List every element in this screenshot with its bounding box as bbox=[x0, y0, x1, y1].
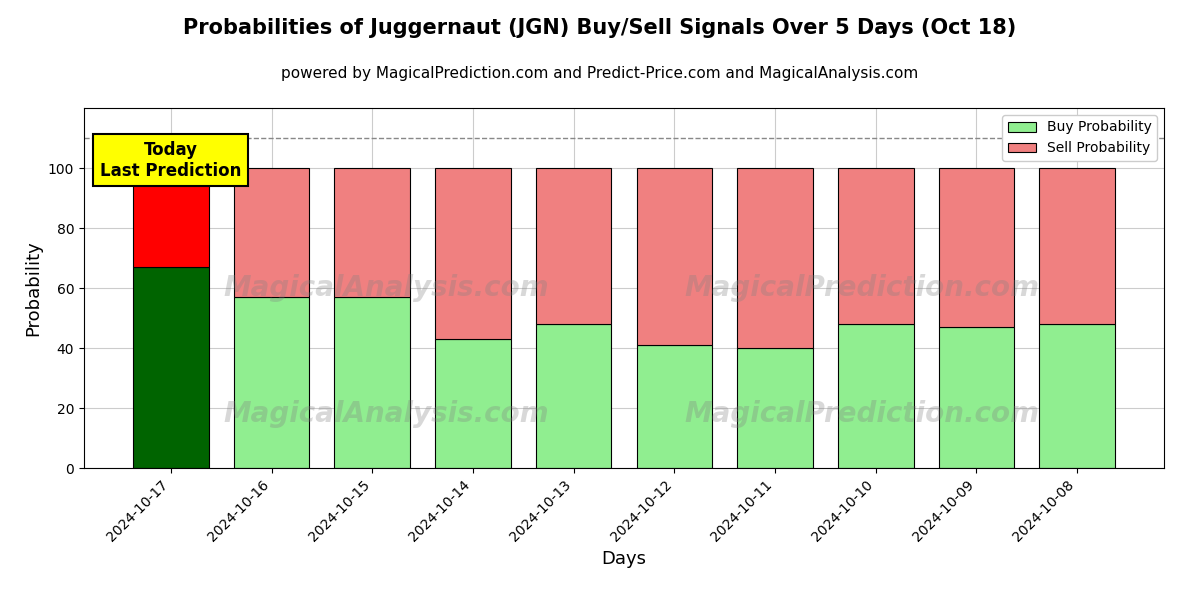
Bar bbox=[335, 297, 410, 468]
Text: Probabilities of Juggernaut (JGN) Buy/Sell Signals Over 5 Days (Oct 18): Probabilities of Juggernaut (JGN) Buy/Se… bbox=[184, 18, 1016, 38]
Bar bbox=[335, 168, 410, 297]
Bar bbox=[636, 345, 712, 468]
Bar bbox=[234, 297, 310, 468]
Bar bbox=[838, 324, 913, 468]
Text: Today
Last Prediction: Today Last Prediction bbox=[100, 141, 241, 180]
Bar bbox=[938, 168, 1014, 327]
X-axis label: Days: Days bbox=[601, 550, 647, 568]
Text: MagicalPrediction.com: MagicalPrediction.com bbox=[684, 400, 1039, 428]
Bar bbox=[636, 168, 712, 345]
Bar bbox=[1039, 168, 1115, 324]
Text: powered by MagicalPrediction.com and Predict-Price.com and MagicalAnalysis.com: powered by MagicalPrediction.com and Pre… bbox=[281, 66, 919, 81]
Bar bbox=[133, 267, 209, 468]
Bar bbox=[436, 168, 511, 339]
Bar bbox=[234, 168, 310, 297]
Text: MagicalAnalysis.com: MagicalAnalysis.com bbox=[223, 400, 550, 428]
Bar bbox=[737, 168, 812, 348]
Bar bbox=[737, 348, 812, 468]
Bar bbox=[1039, 324, 1115, 468]
Bar bbox=[133, 168, 209, 267]
Bar bbox=[536, 168, 612, 324]
Bar bbox=[536, 324, 612, 468]
Text: MagicalAnalysis.com: MagicalAnalysis.com bbox=[223, 274, 550, 302]
Text: MagicalPrediction.com: MagicalPrediction.com bbox=[684, 274, 1039, 302]
Bar bbox=[838, 168, 913, 324]
Bar bbox=[938, 327, 1014, 468]
Y-axis label: Probability: Probability bbox=[24, 240, 42, 336]
Bar bbox=[436, 339, 511, 468]
Legend: Buy Probability, Sell Probability: Buy Probability, Sell Probability bbox=[1002, 115, 1157, 161]
